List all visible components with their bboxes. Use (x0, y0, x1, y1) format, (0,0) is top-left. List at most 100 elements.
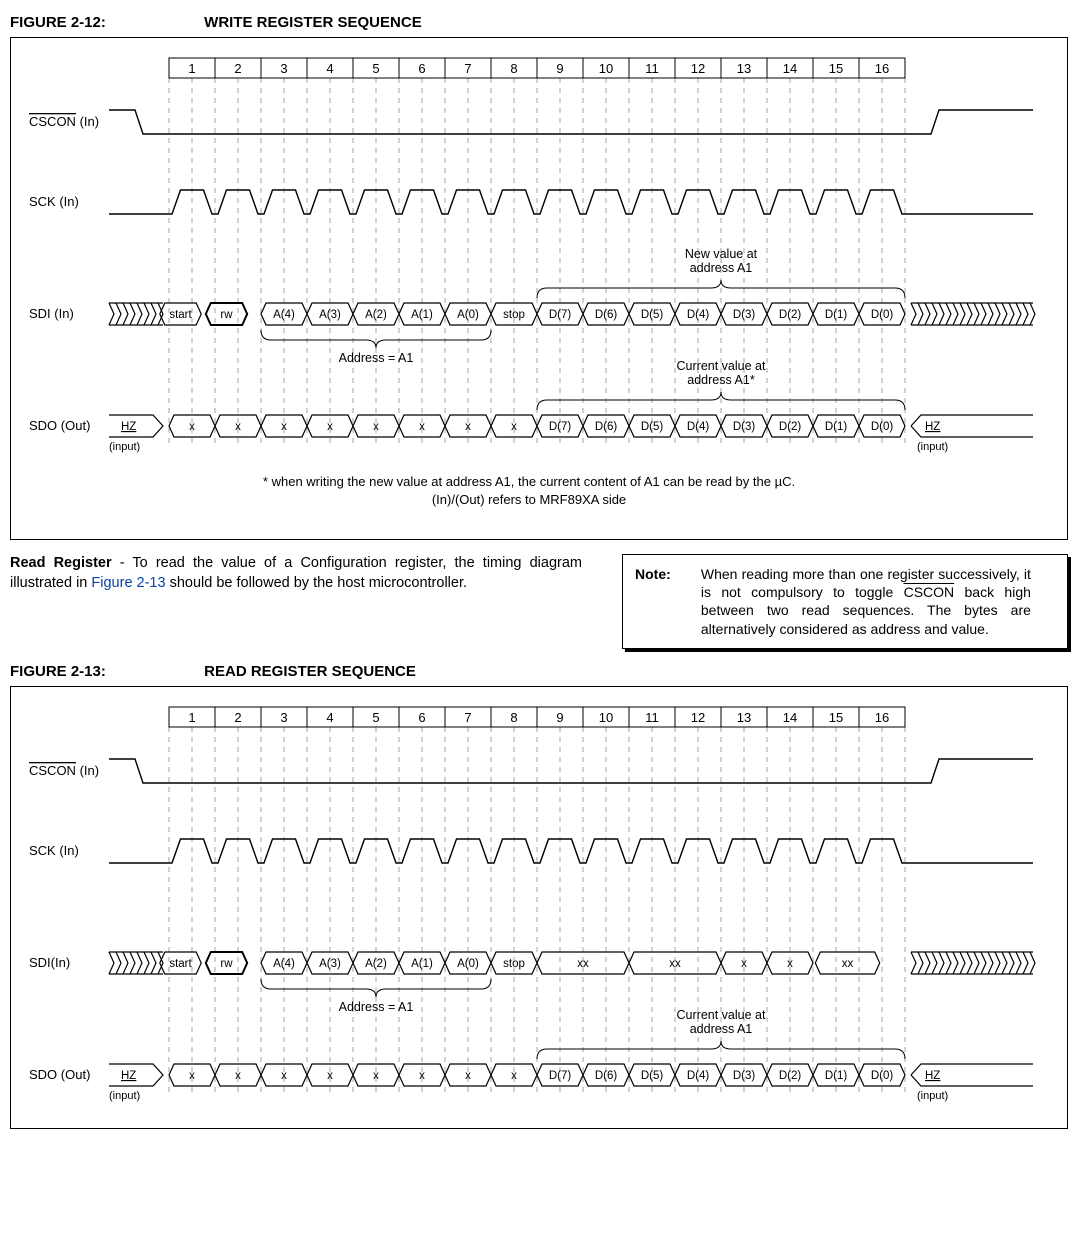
svg-text:x: x (465, 421, 471, 433)
figure-12-title: FIGURE 2-12: WRITE REGISTER SEQUENCE (10, 14, 1068, 31)
svg-text:(input): (input) (917, 441, 948, 453)
svg-text:x: x (327, 421, 333, 433)
svg-text:11: 11 (645, 61, 659, 76)
svg-text:10: 10 (599, 710, 613, 725)
svg-text:A(2): A(2) (365, 958, 387, 970)
svg-text:8: 8 (510, 710, 517, 725)
svg-text:A(2): A(2) (365, 309, 387, 321)
svg-text:Current value at: Current value at (677, 359, 766, 373)
note-text: When reading more than one register suc­… (701, 565, 1031, 638)
svg-text:stop: stop (503, 958, 525, 970)
figure-12-caption: WRITE REGISTER SEQUENCE (204, 14, 422, 31)
svg-text:D(0): D(0) (871, 421, 894, 433)
mid-section: Read Register - To read the value of a C… (10, 554, 1068, 649)
svg-text:x: x (741, 958, 747, 970)
svg-text:D(7): D(7) (549, 421, 572, 433)
svg-text:address A1: address A1 (690, 261, 753, 275)
svg-text:HZ: HZ (925, 421, 940, 433)
svg-text:D(1): D(1) (825, 421, 848, 433)
svg-text:A(0): A(0) (457, 958, 479, 970)
svg-text:D(2): D(2) (779, 1070, 802, 1082)
svg-text:A(3): A(3) (319, 309, 341, 321)
svg-text:9: 9 (556, 61, 563, 76)
svg-text:D(3): D(3) (733, 421, 756, 433)
svg-text:(In)/(Out) refers to MRF89XA s: (In)/(Out) refers to MRF89XA side (432, 492, 626, 507)
svg-text:xx: xx (669, 958, 681, 970)
svg-text:D(6): D(6) (595, 1070, 618, 1082)
svg-text:x: x (787, 958, 793, 970)
svg-text:D(4): D(4) (687, 309, 710, 321)
svg-text:x: x (327, 1070, 333, 1082)
figure-12-diagram: 12345678910111213141516CSCON (In)SCK (In… (10, 37, 1068, 540)
svg-text:14: 14 (783, 710, 797, 725)
svg-text:x: x (373, 421, 379, 433)
svg-text:8: 8 (510, 61, 517, 76)
svg-text:HZ: HZ (121, 421, 136, 433)
svg-text:SDI (In): SDI (In) (29, 306, 74, 321)
svg-text:16: 16 (875, 61, 889, 76)
svg-text:D(2): D(2) (779, 421, 802, 433)
svg-text:16: 16 (875, 710, 889, 725)
svg-text:13: 13 (737, 61, 751, 76)
note-box: Note: When reading more than one registe… (622, 554, 1068, 649)
svg-text:D(0): D(0) (871, 1070, 894, 1082)
svg-text:D(5): D(5) (641, 309, 664, 321)
read-register-paragraph: Read Register - To read the value of a C… (10, 554, 582, 593)
svg-text:2: 2 (234, 61, 241, 76)
svg-text:A(3): A(3) (319, 958, 341, 970)
svg-text:New value at: New value at (685, 247, 758, 261)
svg-text:15: 15 (829, 61, 843, 76)
svg-text:rw: rw (220, 958, 233, 970)
svg-text:* when writing the new value a: * when writing the new value at address … (263, 474, 795, 489)
svg-text:x: x (465, 1070, 471, 1082)
svg-text:D(5): D(5) (641, 1070, 664, 1082)
svg-text:xx: xx (842, 958, 854, 970)
svg-text:3: 3 (280, 61, 287, 76)
svg-text:5: 5 (372, 61, 379, 76)
svg-text:start: start (169, 958, 192, 970)
svg-text:12: 12 (691, 710, 705, 725)
figure-13-number: FIGURE 2-13: (10, 663, 200, 680)
svg-text:(input): (input) (109, 441, 140, 453)
svg-text:address A1*: address A1* (687, 373, 755, 387)
svg-text:4: 4 (326, 710, 333, 725)
svg-text:Address = A1: Address = A1 (339, 351, 414, 365)
svg-text:D(4): D(4) (687, 421, 710, 433)
svg-text:D(7): D(7) (549, 1070, 572, 1082)
svg-text:Address = A1: Address = A1 (339, 1000, 414, 1014)
svg-text:4: 4 (326, 61, 333, 76)
read-register-bold: Read Register (10, 555, 112, 571)
figure-link[interactable]: Figure 2-13 (91, 575, 165, 591)
svg-text:x: x (511, 1070, 517, 1082)
figure-13-caption: READ REGISTER SEQUENCE (204, 663, 416, 680)
svg-text:11: 11 (645, 710, 659, 725)
svg-text:D(7): D(7) (549, 309, 572, 321)
timing-diagram-write: 12345678910111213141516CSCON (In)SCK (In… (19, 46, 1039, 526)
svg-text:x: x (511, 421, 517, 433)
svg-text:D(6): D(6) (595, 309, 618, 321)
svg-text:SDO (Out): SDO (Out) (29, 418, 90, 433)
svg-text:x: x (235, 1070, 241, 1082)
svg-text:10: 10 (599, 61, 613, 76)
svg-text:1: 1 (188, 710, 195, 725)
svg-text:x: x (189, 421, 195, 433)
svg-text:x: x (235, 421, 241, 433)
timing-diagram-read: 12345678910111213141516CSCON (In)SCK (In… (19, 695, 1039, 1115)
svg-text:start: start (169, 309, 192, 321)
svg-text:A(4): A(4) (273, 309, 295, 321)
svg-text:x: x (281, 421, 287, 433)
svg-text:14: 14 (783, 61, 797, 76)
svg-text:A(4): A(4) (273, 958, 295, 970)
svg-text:3: 3 (280, 710, 287, 725)
svg-text:D(5): D(5) (641, 421, 664, 433)
svg-text:x: x (419, 1070, 425, 1082)
svg-text:A(0): A(0) (457, 309, 479, 321)
svg-text:CSCON (In): CSCON (In) (29, 763, 99, 778)
svg-text:HZ: HZ (121, 1070, 136, 1082)
svg-text:13: 13 (737, 710, 751, 725)
svg-text:HZ: HZ (925, 1070, 940, 1082)
svg-text:D(1): D(1) (825, 1070, 848, 1082)
svg-text:stop: stop (503, 309, 525, 321)
svg-text:x: x (189, 1070, 195, 1082)
svg-text:D(0): D(0) (871, 309, 894, 321)
